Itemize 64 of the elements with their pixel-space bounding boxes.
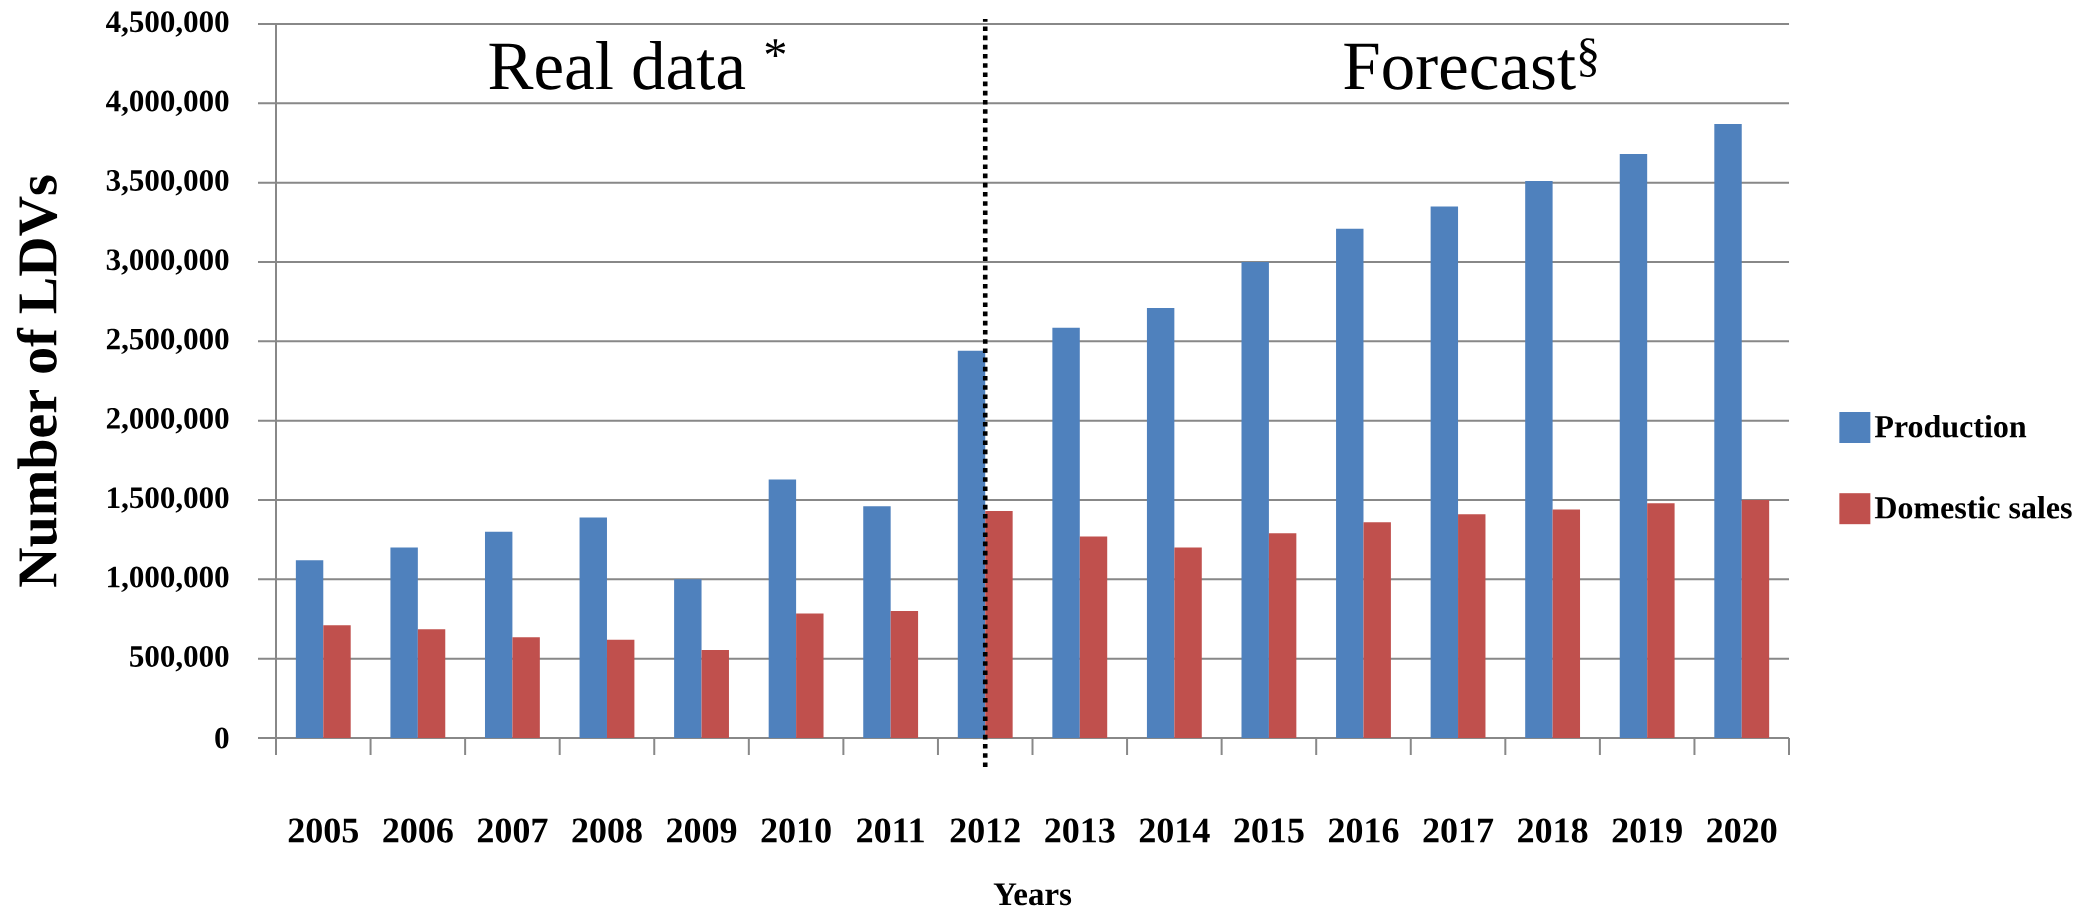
- legend-label: Domestic sales: [1874, 496, 2072, 519]
- bar: [1268, 533, 1297, 738]
- bar: [1079, 536, 1108, 738]
- x-tick-label: 2009: [667, 818, 737, 843]
- y-tick-label: 1,000,000: [108, 566, 229, 593]
- legend-label: Production: [1874, 414, 2027, 438]
- bar: [1619, 154, 1648, 738]
- bar: [701, 649, 729, 738]
- x-tick-label: 2011: [857, 818, 924, 843]
- x-tick-label: 2017: [1423, 818, 1494, 843]
- x-tick-label: 2016: [1328, 818, 1399, 843]
- x-tick-label: 2019: [1612, 818, 1682, 843]
- y-axis-title: Number of LDVs: [16, 175, 58, 587]
- x-tick-label: 2015: [1234, 818, 1304, 843]
- bar: [1146, 308, 1175, 738]
- x-tick-label: 2006: [383, 818, 453, 843]
- bar: [1052, 327, 1080, 738]
- x-tick-label: 2007: [477, 818, 548, 843]
- x-axis-title: Years: [993, 883, 1072, 906]
- x-tick-label: 2012: [950, 818, 1020, 843]
- x-tick-label: 2010: [761, 818, 831, 843]
- x-tick-label: 2008: [572, 818, 642, 843]
- bar: [484, 531, 513, 738]
- bar: [1647, 503, 1675, 738]
- bar: [796, 613, 824, 738]
- bar: [295, 560, 324, 738]
- bar: [1741, 500, 1770, 738]
- x-tick-label: 2020: [1707, 818, 1777, 843]
- bar: [1363, 522, 1391, 738]
- x-tick-label: 2013: [1045, 818, 1115, 843]
- bar: [768, 479, 797, 738]
- x-tick-label: 2018: [1518, 818, 1588, 843]
- bar: [863, 506, 891, 738]
- bar: [512, 637, 540, 738]
- annotation: Real data $^{*}$: [489, 39, 786, 90]
- bar: [606, 639, 635, 738]
- bar: [1458, 514, 1486, 738]
- y-tick-label: 0: [215, 727, 229, 749]
- bar: [1174, 547, 1202, 738]
- x-tick-label: 2014: [1139, 818, 1210, 843]
- x-tick-label: 2005: [288, 818, 358, 843]
- bar: [1241, 262, 1269, 738]
- bar: [674, 579, 702, 738]
- y-tick-label: 4,000,000: [106, 90, 229, 117]
- bar: [417, 629, 446, 738]
- bar: [323, 625, 351, 738]
- y-tick-label: 500,000: [130, 645, 229, 672]
- bar: [579, 517, 607, 738]
- bar: [390, 547, 418, 738]
- bar: [1714, 123, 1742, 738]
- y-tick-label: 1,500,000: [108, 487, 229, 513]
- bar: [1430, 206, 1459, 738]
- bar: [957, 350, 986, 738]
- y-tick-label: 3,000,000: [106, 249, 229, 275]
- annotation: Forecast$^{§}$: [1344, 38, 1597, 90]
- y-tick-label: 4,500,000: [106, 11, 229, 37]
- y-tick-label: 2,500,000: [106, 328, 229, 355]
- bar: [1336, 228, 1364, 738]
- bar: [890, 611, 919, 738]
- y-tick-label: 2,000,000: [106, 407, 229, 434]
- bar: [985, 511, 1013, 738]
- y-tick-label: 3,500,000: [106, 169, 229, 196]
- bar: [1552, 509, 1581, 738]
- bar: [1525, 181, 1553, 738]
